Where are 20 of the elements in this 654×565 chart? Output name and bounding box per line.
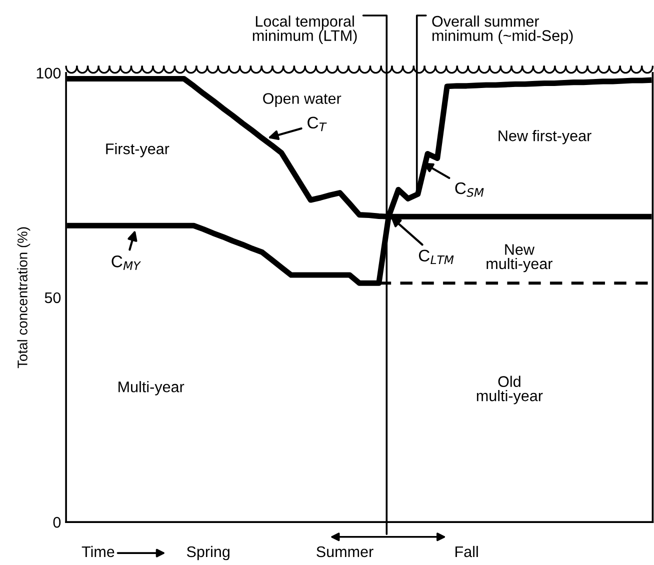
y-axis-title: Total concentration (%) (17, 227, 30, 368)
legend-label: C$_{T}$ (308, 116, 327, 132)
annotation: C$_{SM}$ (455, 182, 484, 197)
annotation: Old multi-year (476, 376, 543, 404)
series-label: C$_{MY}$ (112, 256, 142, 270)
annotation: New first-year (498, 130, 592, 144)
text: Overall summer minimum (~mid-Sep) (432, 16, 573, 44)
text: Summer (316, 546, 374, 558)
annotation: New multi-year (486, 244, 552, 272)
text: Fall (456, 546, 478, 558)
y-tick-label: 0 (53, 516, 61, 528)
annotation: Open water (263, 93, 342, 107)
text: Time (82, 546, 114, 558)
y-tick-label: 100 (36, 68, 61, 79)
annotation: C$_{LTM}$ (418, 250, 454, 264)
text: Local temporal minimum (LTM) (252, 16, 357, 44)
y-tick-label: 50 (44, 292, 61, 304)
annotation: First-year (106, 143, 170, 158)
text: Spring (186, 546, 230, 560)
annotation: Multi-year (118, 381, 184, 396)
